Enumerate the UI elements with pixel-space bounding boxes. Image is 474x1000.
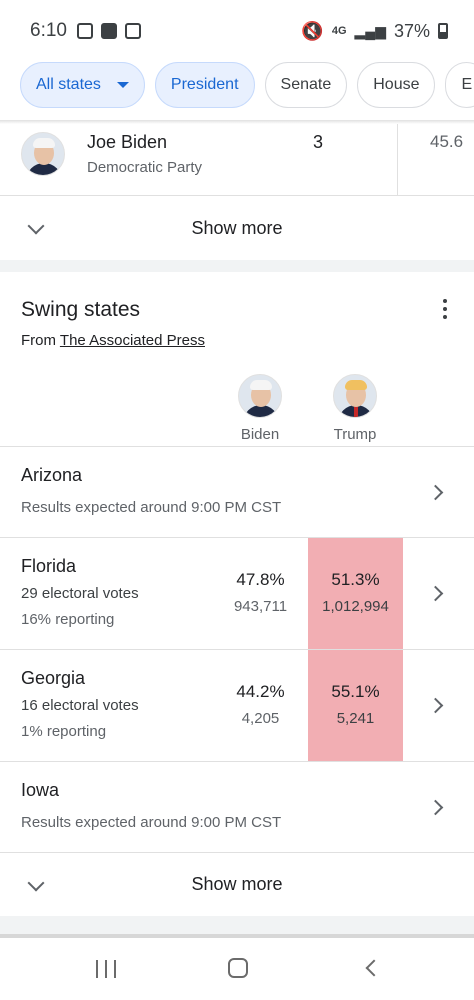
signal-icon: ▂▄▆ xyxy=(354,22,386,39)
divider xyxy=(397,124,398,196)
state-status: Results expected around 9:00 PM CST xyxy=(21,814,282,831)
state-row-florida[interactable]: Florida 29 electoral votes 16% reporting… xyxy=(0,537,474,649)
state-reporting: 1% reporting xyxy=(21,723,107,740)
state-name: Iowa xyxy=(21,780,60,800)
trump-votes: 5,241 xyxy=(336,710,375,727)
state-electoral-votes: 29 electoral votes xyxy=(21,585,139,602)
chip-label: Senate xyxy=(280,76,332,93)
state-name: Arizona xyxy=(21,465,83,485)
state-row-georgia[interactable]: Georgia 16 electoral votes 1% reporting … xyxy=(0,649,474,761)
state-name: Florida xyxy=(21,556,77,576)
recent-apps-icon[interactable] xyxy=(96,960,116,978)
biden-votes: 4,205 xyxy=(241,710,280,727)
show-more-label: Show more xyxy=(191,217,283,238)
state-status: Results expected around 9:00 PM CST xyxy=(21,499,282,516)
state-row-arizona[interactable]: Arizona Results expected around 9:00 PM … xyxy=(0,446,474,537)
battery-percent: 37% xyxy=(393,20,430,41)
state-name: Georgia xyxy=(21,668,86,688)
chip-more[interactable]: E xyxy=(445,62,474,108)
network-indicator: 4G xyxy=(331,25,347,37)
chip-label: E xyxy=(461,76,473,93)
header-trump: Trump xyxy=(325,374,385,443)
trump-percent: 55.1% xyxy=(331,682,380,701)
section-gap xyxy=(0,260,474,272)
leading-cell: 51.3% 1,012,994 xyxy=(308,538,403,649)
status-bar: 6:10 🔇 4G ▂▄▆ 37% xyxy=(0,0,474,62)
instagram-icon xyxy=(76,23,93,39)
state-electoral-votes: 16 electoral votes xyxy=(21,697,139,714)
chip-all-states[interactable]: All states xyxy=(20,62,145,108)
chevron-right-icon xyxy=(427,484,444,501)
header-candidate-name: Trump xyxy=(333,426,377,443)
state-reporting: 16% reporting xyxy=(21,611,115,628)
show-more-button[interactable]: Show more xyxy=(0,196,474,260)
trump-percent: 51.3% xyxy=(331,570,380,589)
chip-label: House xyxy=(373,76,420,93)
header-candidate-name: Biden xyxy=(240,426,280,443)
biden-percent: 47.8% xyxy=(236,570,285,589)
chip-senate[interactable]: Senate xyxy=(264,62,348,108)
trump-votes: 1,012,994 xyxy=(322,598,389,615)
candidate-row[interactable]: Joe Biden Democratic Party 3 45.6 xyxy=(0,124,474,196)
state-row-iowa[interactable]: Iowa Results expected around 9:00 PM CST xyxy=(0,761,474,852)
candidate-party: Democratic Party xyxy=(87,159,203,176)
chip-house[interactable]: House xyxy=(357,62,436,108)
candidate-percent: 45.6 xyxy=(430,132,464,151)
chevron-right-icon xyxy=(427,585,444,602)
system-nav-bar xyxy=(0,938,474,1000)
gallery-icon xyxy=(124,23,141,39)
mute-icon: 🔇 xyxy=(301,20,324,41)
show-more-button[interactable]: Show more xyxy=(0,852,474,916)
chevron-right-icon xyxy=(427,799,444,816)
chips-shadow xyxy=(0,120,474,124)
chip-label: All states xyxy=(36,76,101,93)
leading-cell: 55.1% 5,241 xyxy=(308,650,403,761)
status-time: 6:10 xyxy=(30,20,67,41)
check-icon xyxy=(100,23,117,39)
show-more-label: Show more xyxy=(191,874,283,894)
more-options-icon[interactable] xyxy=(440,299,450,319)
source-prefix: From xyxy=(21,332,56,349)
card-title: Swing states xyxy=(21,298,141,321)
candidate-electoral-votes: 3 xyxy=(313,132,324,152)
biden-votes: 943,711 xyxy=(233,598,288,615)
back-icon[interactable] xyxy=(365,959,383,977)
home-icon[interactable] xyxy=(228,958,248,978)
header-biden: Biden xyxy=(230,374,290,443)
section-gap xyxy=(0,916,474,938)
biden-avatar xyxy=(21,132,65,176)
candidate-name: Joe Biden xyxy=(87,132,168,152)
biden-avatar xyxy=(238,374,282,418)
chip-president[interactable]: President xyxy=(154,62,255,108)
trump-avatar xyxy=(333,374,377,418)
chevron-right-icon xyxy=(427,697,444,714)
chip-label: President xyxy=(170,76,239,93)
dropdown-caret-icon xyxy=(116,82,129,88)
biden-percent: 44.2% xyxy=(236,682,285,701)
battery-icon xyxy=(438,23,448,39)
source-line: From The Associated Press xyxy=(21,332,205,349)
filter-chips: All states President Senate House E xyxy=(0,62,474,120)
source-link[interactable]: The Associated Press xyxy=(59,332,205,349)
